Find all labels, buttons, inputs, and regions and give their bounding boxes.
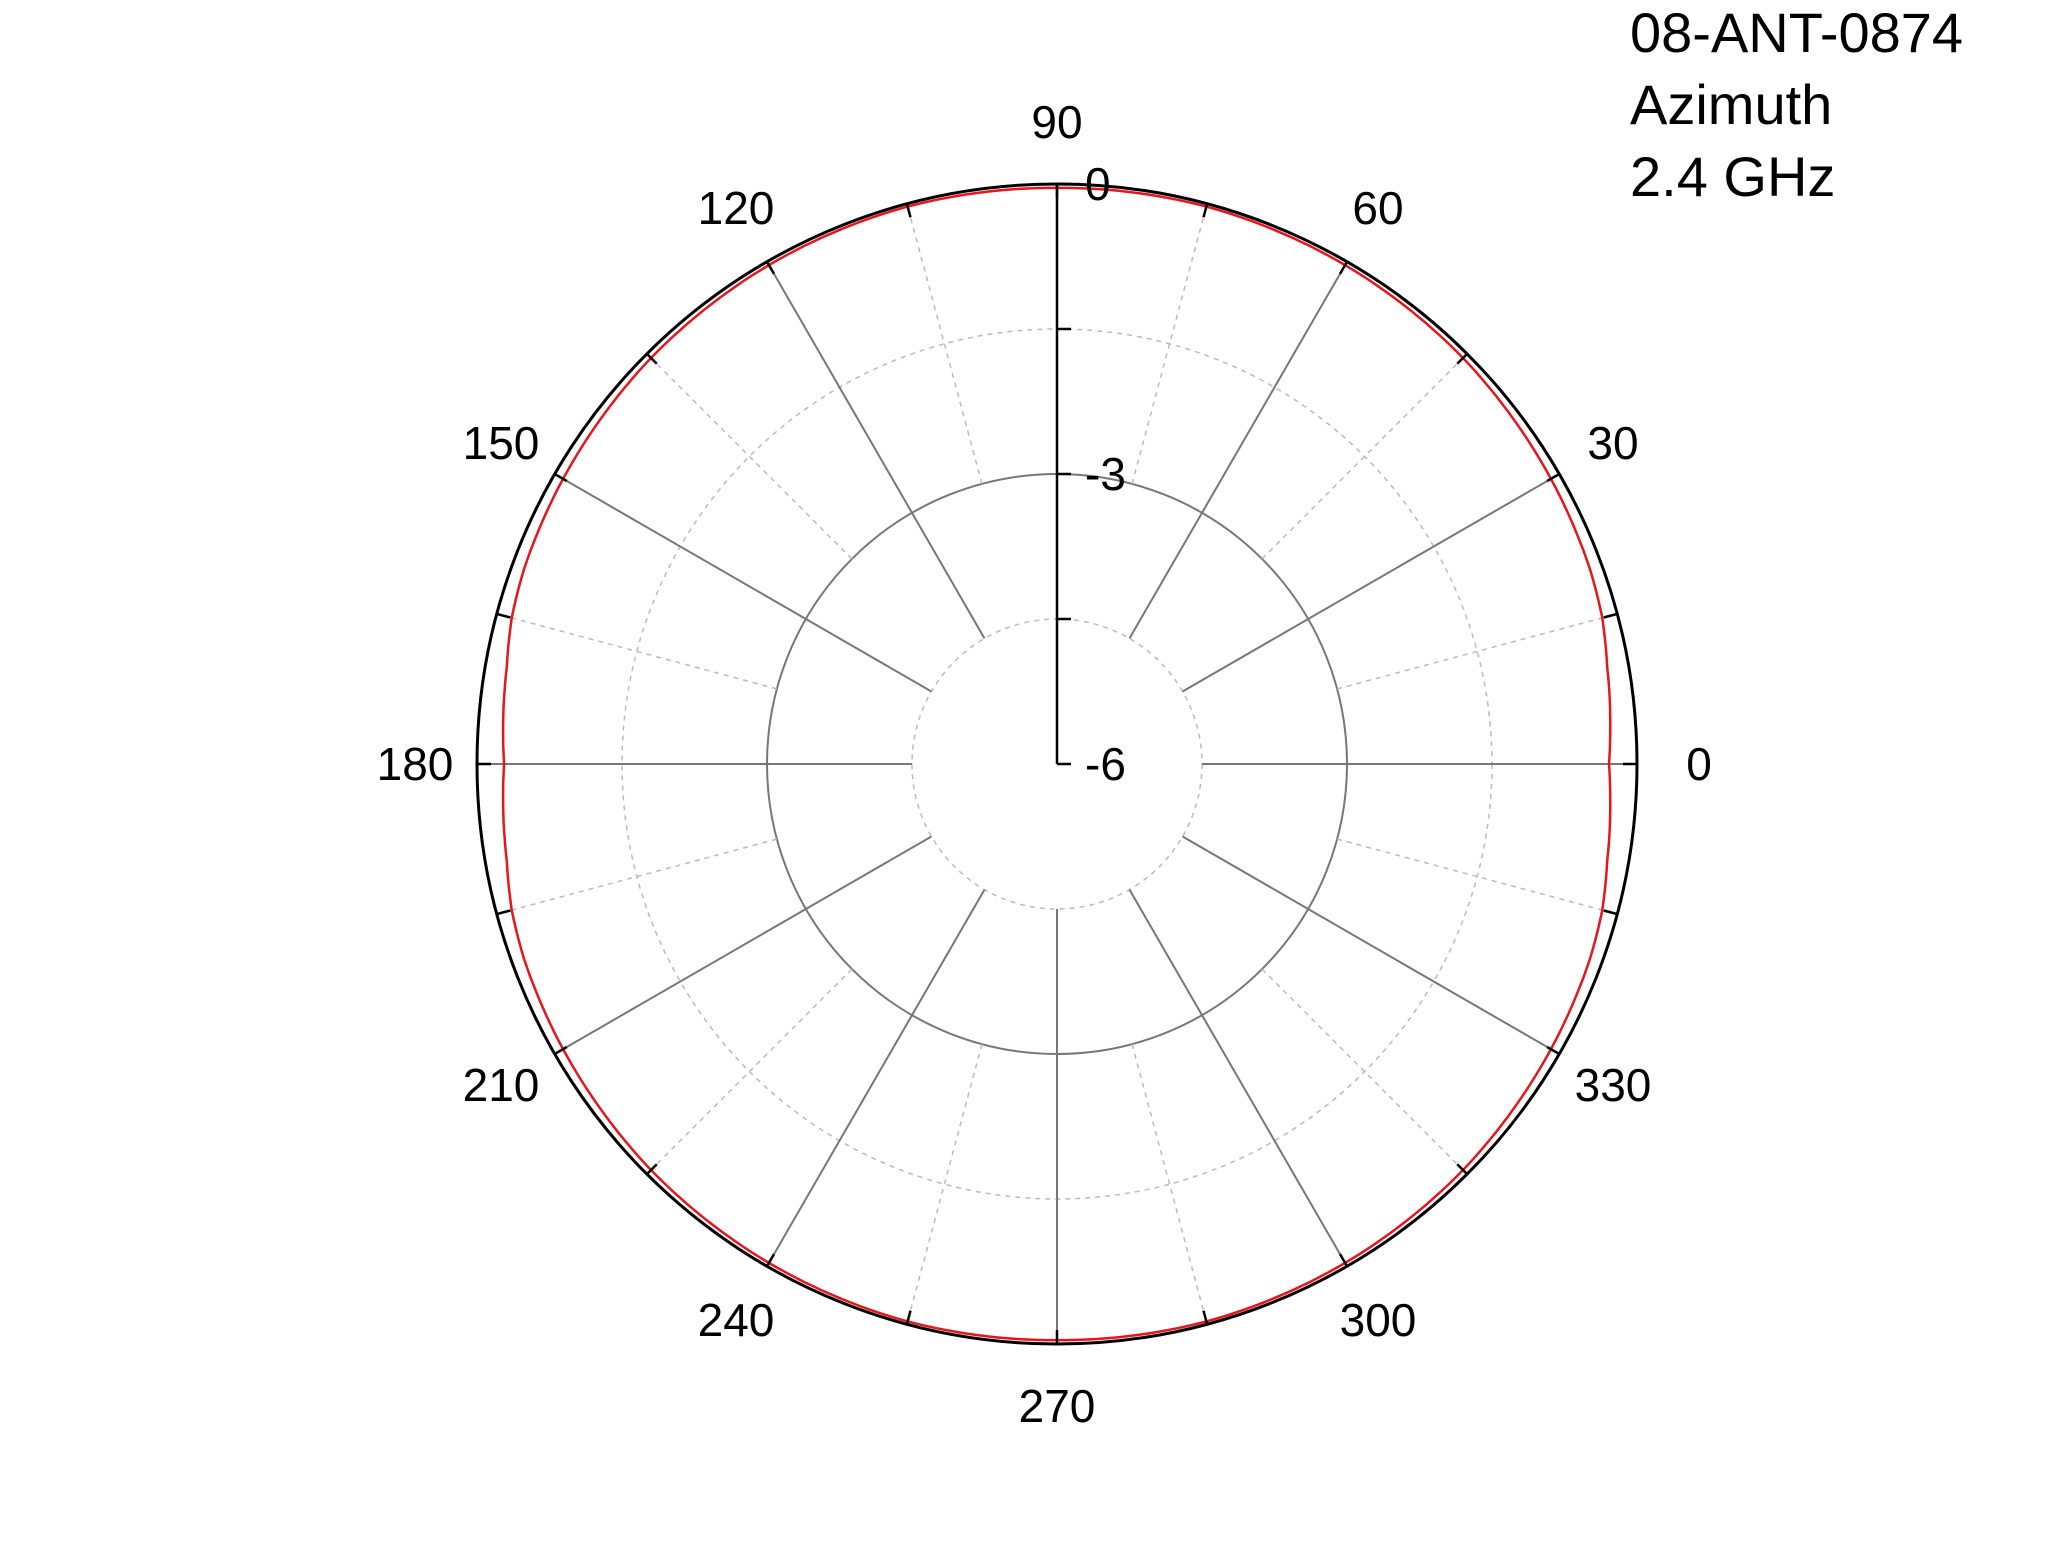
grid-spoke-minor [906,203,983,485]
angle-label-30: 30 [1587,417,1638,469]
radial-label: -3 [1085,448,1126,500]
angle-label-330: 330 [1575,1059,1652,1111]
angle-label-210: 210 [463,1059,540,1111]
axis-labels: 0 30 60 90 120 150 180 210 240 270 300 330 0 -3 -6 [377,96,1712,1432]
title-block: 08-ANT-0874 Azimuth 2.4 GHz [1630,1,1963,208]
grid-spoke-major [1182,835,1560,1055]
radial-label: 0 [1085,158,1111,210]
grid-spoke-major [554,835,932,1055]
grid-spoke-minor [1336,613,1618,690]
radial-label: -6 [1085,738,1126,790]
angular-tick [765,261,776,275]
grid-spoke-minor [1131,1043,1208,1325]
angular-tick [1603,612,1618,619]
grid-spoke-major [1128,889,1348,1267]
angular-tick [645,1163,658,1176]
grid-spoke-minor [906,1043,983,1325]
grid-spoke-major [554,473,932,693]
angular-tick [496,612,511,619]
angular-tick [1456,1163,1469,1176]
angular-tick [1603,909,1618,916]
grid-spoke-major [1128,261,1348,639]
angle-label-0: 0 [1686,738,1712,790]
polar-grid [477,203,1637,1344]
grid-spoke-minor [646,968,853,1175]
angular-tick [554,1045,568,1056]
grid-spoke-minor [1261,968,1468,1175]
angular-tick [554,472,568,483]
angle-label-90: 90 [1031,96,1082,148]
angular-tick [496,909,511,916]
outer-frame [475,182,1639,1346]
grid-spoke-minor [1336,838,1618,915]
grid-spoke-major [766,889,986,1267]
angular-tick [1202,203,1209,218]
grid-spoke-minor [646,353,853,560]
angular-tick [1338,1253,1349,1267]
angle-label-270: 270 [1019,1380,1096,1432]
angular-tick [1202,1310,1209,1325]
grid-spoke-major [766,261,986,639]
title-line-model: 08-ANT-0874 [1630,1,1963,64]
grid-spoke-minor [496,613,778,690]
angular-tick [905,1310,912,1325]
grid-spoke-major [1182,473,1560,693]
title-line-frequency: 2.4 GHz [1630,145,1835,208]
angular-tick [1456,352,1469,365]
angular-tick [645,352,658,365]
angular-tick [1546,472,1560,483]
angle-label-180: 180 [377,738,454,790]
angular-tick [1546,1045,1560,1056]
grid-spoke-minor [1261,353,1468,560]
angle-label-240: 240 [698,1294,775,1346]
angle-label-60: 60 [1352,182,1403,234]
angle-label-120: 120 [698,182,775,234]
grid-spoke-minor [1131,203,1208,485]
angle-label-150: 150 [463,417,540,469]
angular-tick [765,1253,776,1267]
angle-label-300: 300 [1340,1294,1417,1346]
grid-spoke-minor [496,838,778,915]
angular-tick [905,203,912,218]
title-line-plane: Azimuth [1630,73,1832,136]
angular-tick [1338,261,1349,275]
